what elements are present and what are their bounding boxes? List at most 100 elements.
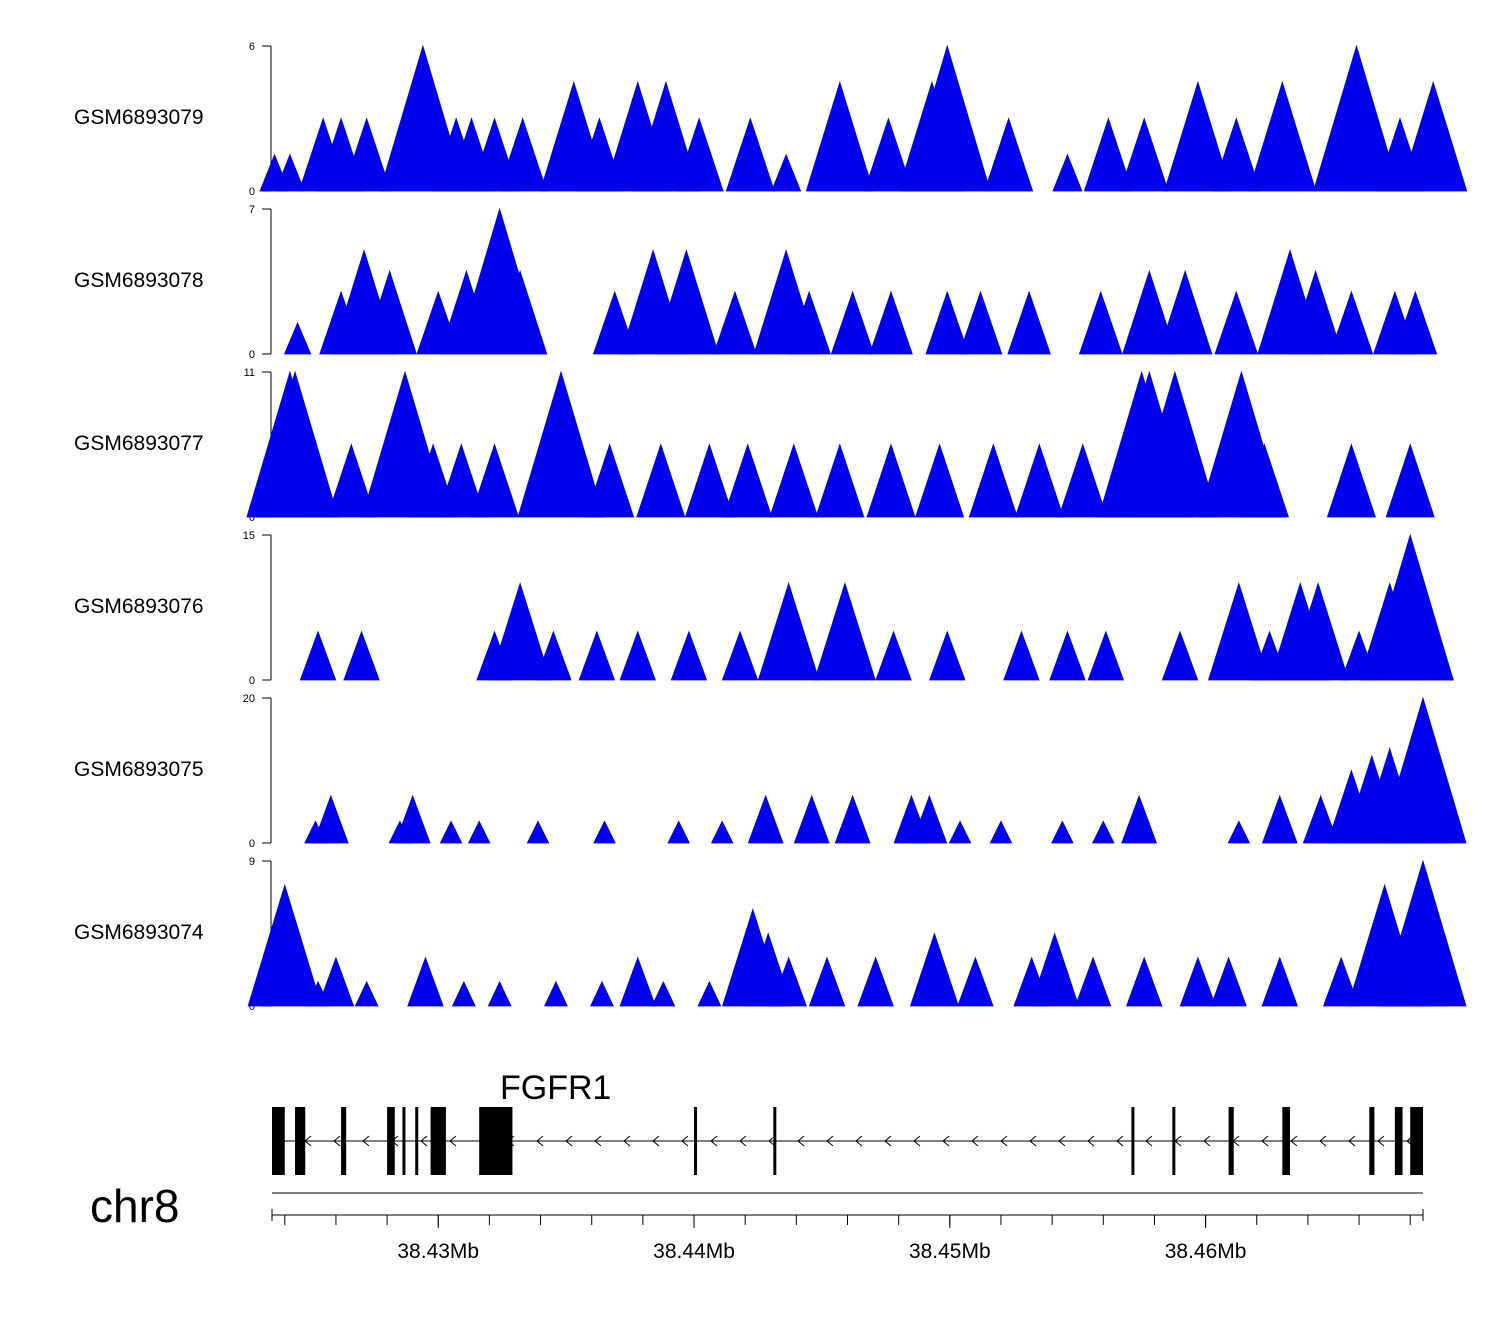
coverage-tracks: GSM689307960GSM689307870GSM6893077110GSM… — [74, 41, 1468, 1013]
coverage-peak — [543, 980, 568, 1007]
coverage-peak — [283, 321, 312, 355]
coverage-peak — [875, 630, 912, 681]
x-tick-label: 38.43Mb — [397, 1240, 479, 1263]
coverage-peak — [1091, 820, 1115, 844]
coverage-peak — [317, 956, 355, 1007]
coverage-peak — [911, 794, 948, 844]
coverage-peak — [1329, 290, 1374, 355]
coverage-peak — [815, 443, 865, 518]
coverage-peak — [830, 290, 875, 355]
coverage-peak — [651, 980, 676, 1007]
coverage-peak — [487, 980, 512, 1007]
coverage-peak — [1121, 794, 1158, 844]
strand-arrow — [623, 1135, 631, 1147]
coverage-peak — [1239, 443, 1289, 518]
coverage-peak — [697, 980, 722, 1007]
y-tick-label-max: 7 — [249, 204, 255, 216]
coverage-peak — [834, 794, 871, 844]
y-tick-label-min: 0 — [249, 349, 255, 361]
strand-arrow — [333, 1135, 341, 1147]
coverage-peak — [1287, 581, 1350, 681]
coverage-peak — [968, 443, 1018, 518]
exon — [773, 1107, 777, 1175]
coverage-peak — [498, 117, 548, 192]
coverage-peak — [326, 443, 376, 518]
coverage-peak — [535, 630, 572, 681]
coverage-peak — [721, 630, 759, 681]
coverage-peak — [1003, 630, 1040, 681]
coverage-peak — [857, 956, 894, 1007]
coverage-peak — [958, 290, 1003, 355]
y-tick-label-max: 11 — [244, 367, 255, 379]
coverage-peak — [1078, 290, 1123, 355]
coverage-peak — [578, 630, 616, 681]
coverage-peak — [343, 630, 380, 681]
y-tick-label-max: 15 — [243, 530, 255, 542]
coverage-peak — [407, 956, 444, 1007]
coverage-peak — [394, 794, 431, 844]
coverage-peak — [1214, 290, 1259, 355]
coverage-peak — [631, 80, 700, 192]
coverage-peak — [808, 956, 846, 1007]
y-tick-label-min: 0 — [249, 512, 255, 524]
coverage-peak — [451, 980, 476, 1007]
coverage-peak — [274, 153, 305, 192]
strand-arrow — [1145, 1135, 1153, 1147]
coverage-peak — [909, 932, 960, 1007]
strand-arrow — [1261, 1135, 1269, 1147]
coverage-peak — [1302, 794, 1339, 844]
exon — [1228, 1107, 1234, 1175]
exon — [1369, 1107, 1375, 1175]
coverage-peak — [771, 153, 802, 192]
coverage-peak — [670, 630, 708, 681]
track-label: GSM6893077 — [74, 432, 204, 455]
coverage-peak — [793, 794, 830, 844]
coverage-peak — [251, 370, 339, 518]
coverage-peak — [1179, 956, 1217, 1007]
coverage-peak — [1014, 443, 1064, 518]
coverage-peak — [925, 290, 970, 355]
coverage-peak — [1211, 117, 1261, 192]
strand-arrow — [681, 1135, 689, 1147]
track-label: GSM6893079 — [74, 106, 204, 129]
strand-arrow — [565, 1135, 573, 1147]
coverage-peak — [1051, 820, 1074, 844]
strand-arrow — [449, 1135, 457, 1147]
track-GSM6893074: GSM6893074 9 0 — [74, 856, 1467, 1013]
exon — [479, 1107, 513, 1175]
coverage-peak — [684, 443, 734, 518]
coverage-peak — [1210, 956, 1247, 1007]
coverage-peak — [1131, 370, 1219, 518]
coverage-peak — [723, 443, 773, 518]
coverage-peak — [354, 980, 379, 1007]
strand-arrow — [1319, 1135, 1327, 1147]
x-tick-label: 38.44Mb — [653, 1240, 735, 1263]
coverage-peak — [1122, 269, 1177, 355]
track-GSM6893079: GSM6893079 6 0 — [74, 41, 1468, 198]
coverage-peak — [517, 370, 605, 518]
coverage-peak — [1207, 581, 1270, 681]
y-tick-label-min: 0 — [249, 1001, 255, 1013]
track-label: GSM6893075 — [74, 758, 204, 781]
exon — [1131, 1107, 1135, 1175]
strand-arrow — [420, 1135, 428, 1147]
strand-arrow — [884, 1135, 892, 1147]
coverage-peak — [863, 117, 913, 192]
coverage-peak — [619, 956, 657, 1007]
track-GSM6893076: GSM6893076 15 0 — [74, 530, 1454, 687]
coverage-peak — [1393, 290, 1438, 355]
track-GSM6893077: GSM6893077 11 0 — [74, 367, 1435, 524]
strand-arrow — [1377, 1135, 1385, 1147]
track-label: GSM6893074 — [74, 921, 204, 944]
coverage-peak — [674, 117, 724, 192]
coverage-peak — [1399, 80, 1468, 192]
coverage-peak — [1379, 696, 1467, 844]
strand-arrow — [594, 1135, 602, 1147]
coverage-peak — [1326, 443, 1376, 518]
strand-arrow — [768, 1135, 776, 1147]
coverage-peak — [1119, 117, 1169, 192]
coverage-peak — [787, 290, 831, 355]
y-tick-label-min: 0 — [249, 675, 255, 687]
exon — [387, 1107, 395, 1175]
coverage-peak — [585, 443, 635, 518]
